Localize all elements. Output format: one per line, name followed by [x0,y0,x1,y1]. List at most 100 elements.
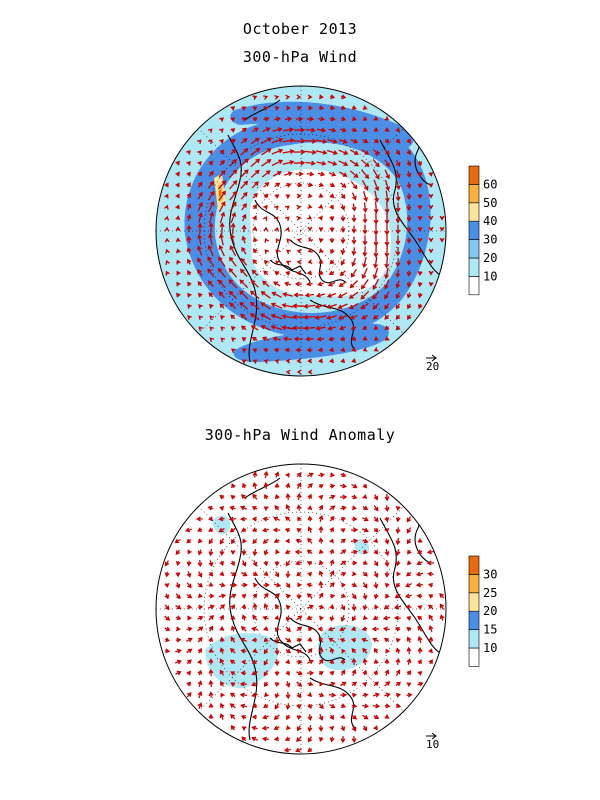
panel1-wind-vector [241,202,247,211]
panel1-wind-vector [296,182,303,188]
panel2-wind-anomaly-vector [219,669,225,676]
panel2-wind-anomaly-vector [394,627,401,632]
panel2-wind-anomaly-vector [330,472,335,478]
panel1-wind-vector [384,245,390,258]
panel1-wind-vector [274,105,280,111]
panel1-wind-vector [329,105,336,111]
panel1-wind-vector [219,159,225,166]
panel2-wind-anomaly-vector [197,659,202,665]
panel1-wind-vector [372,290,380,300]
panel1-wind-vector [176,292,181,298]
panel1-wind-vector [384,325,390,331]
panel1-wind-vector [373,223,379,236]
panel1-wind-vector [262,347,269,353]
panel2-wind-anomaly-vector [362,560,368,565]
panel1-wind-vector [197,222,203,235]
panel2-wind-anomaly-vector [318,636,324,643]
panel2-wind-anomaly-vector [362,703,370,709]
panel2-wind-anomaly-vector [241,571,248,577]
panel2-wind-anomaly-vector [395,669,401,676]
panel1-wind-vector [282,159,295,165]
panel2-wind-anomaly-vector [197,560,203,568]
panel1-wind-vector [208,170,214,177]
panel2-wind-anomaly-vector [384,571,390,578]
panel2-wind-anomaly-vector [186,670,192,676]
panel1-wind-vector [329,182,336,187]
panel2-wind-anomaly-vector [285,482,291,489]
panel1-wind-vector [175,204,180,210]
panel1-wind-vector [326,292,337,298]
panel1-wind-vector [197,233,203,246]
panel2-colorbar-tick-label: 20 [483,604,497,618]
panel1-wind-vector [307,259,313,265]
panel1-wind-vector [406,226,412,233]
panel1-wind-vector [340,116,347,122]
panel1-wind-vector [230,148,237,155]
panel1-wind-vector [395,127,401,133]
panel2-wind-anomaly-vector [285,504,291,511]
panel2-wind-anomaly-vector [307,703,312,710]
panel2-wind-anomaly-vector [318,580,324,589]
panel1-wind-vector [293,160,306,166]
panel1-wind-vector [186,235,192,244]
panel2-wind-anomaly-vector [382,626,390,632]
panel1-wind-vector [264,237,270,243]
panel1-wind-vector [292,325,305,331]
panel1-wind-vector [260,148,272,156]
panel2-wind-anomaly-vector [218,527,225,533]
panel2-wind-anomaly-vector [284,549,291,554]
panel1-wind-vector [207,244,214,257]
panel1-wind-vector [384,212,390,225]
panel2-wind-anomaly-vector [406,692,413,698]
panel1-wind-vector [328,127,337,133]
panel1-wind-vector [318,105,325,111]
panel2-wind-anomaly-vector [362,582,368,589]
panel2-wind-anomaly-vector [306,604,314,610]
panel2-wind-anomaly-vector [274,560,280,567]
panel2-wind-anomaly-vector [340,528,346,533]
panel1-wind-vector [406,292,412,299]
panel2-wind-anomaly-vector [208,702,214,708]
panel2-wind-anomaly-vector [393,604,402,610]
panel1-wind-vector [207,268,215,278]
panel2-wind-anomaly-vector [219,571,225,577]
panel2-wind-anomaly-vector [329,647,335,654]
panel2-wind-anomaly-vector [241,626,247,632]
panel2-wind-anomaly-vector [297,516,302,522]
panel1-wind-vector [282,149,295,154]
panel1-wind-vector [395,191,401,202]
panel1-wind-vector [362,138,369,144]
panel2-wind-anomaly-vector [362,682,368,687]
panel2-wind-anomaly-vector [351,603,357,612]
panel1-wind-vector [281,314,294,319]
panel1-wind-vector [327,325,336,331]
panel2-wind-anomaly-vector [384,669,390,676]
panel2-wind-anomaly-vector [231,483,236,489]
panel2-wind-anomaly-vector [329,670,335,676]
panel2-wind-anomaly-vector [329,538,334,544]
panel2-anomaly-area-south [317,625,372,671]
panel2-wind-anomaly-vector [307,493,312,500]
panel1-wind-vector [338,160,349,167]
panel2-wind-anomaly-vector [362,549,368,554]
panel2-wind-anomaly-vector [362,505,369,510]
panel2-wind-anomaly-vector [351,505,357,511]
panel2-wind-anomaly-vector [406,658,412,665]
panel1-wind-vector [428,182,434,188]
panel1-wind-vector [217,279,226,289]
panel1-wind-vector [249,290,260,300]
panel2-wind-anomaly-vector [252,560,258,567]
panel2-wind-anomaly-vector [274,682,280,688]
panel1-wind-vector [218,233,224,246]
panel1-wind-vector [241,348,247,353]
panel1-wind-vector [307,182,314,188]
panel1-wind-vector [241,213,247,222]
panel1-wind-vector [338,325,347,331]
panel2-wind-anomaly-vector [231,538,236,545]
panel1-wind-vector [317,281,324,287]
panel2-wind-anomaly-vector [417,625,423,632]
panel1-wind-vector [186,247,192,254]
panel2-wind-anomaly-vector [307,647,313,654]
panel1-wind-vector [186,224,192,233]
panel1-wind-vector [373,179,380,192]
